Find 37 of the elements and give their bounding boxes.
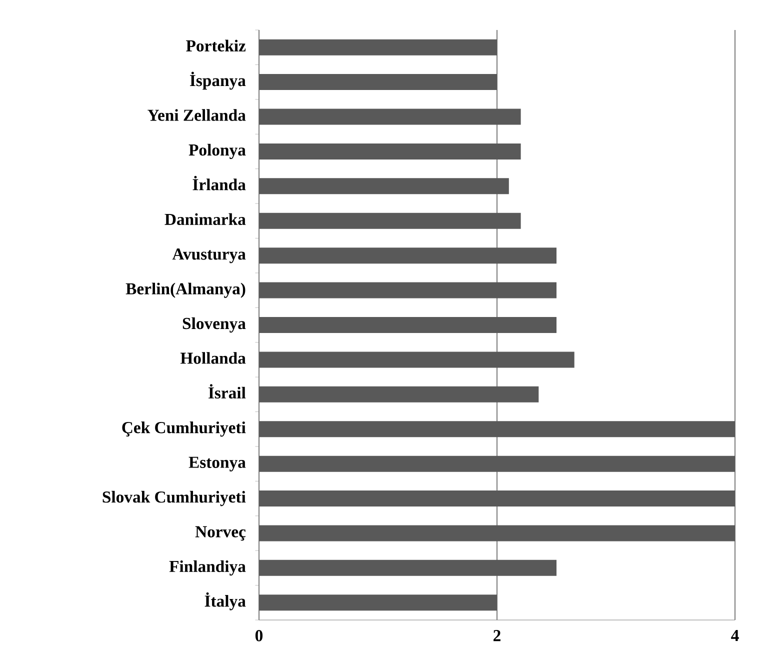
bar (259, 525, 735, 542)
y-tick-label: Norveç (195, 526, 246, 541)
y-tick-label: Slovak Cumhuriyeti (102, 490, 246, 506)
bar (259, 594, 498, 611)
y-tick-label: Berlin(Almanya) (126, 282, 246, 298)
bar (259, 352, 574, 368)
bar (259, 248, 556, 264)
y-tick-label: Portekiz (186, 40, 246, 52)
y-tick-label: Yeni Zellanda (148, 109, 246, 121)
bar (259, 421, 735, 438)
bar (259, 456, 735, 472)
bar (259, 143, 521, 160)
y-tick-label: Slovenya (182, 317, 246, 333)
y-tick-label: Çek Cumhuriyeti (122, 422, 246, 437)
bar (259, 282, 556, 298)
x-tick-label: 4 (731, 630, 739, 642)
y-tick-label: Avusturya (172, 248, 246, 264)
y-tick-label: Finlandiya (169, 560, 246, 576)
bar (259, 490, 735, 507)
y-tick-label: Polonya (188, 144, 246, 160)
y-tick-label: İsrail (208, 384, 246, 399)
y-tick-label: Danimarka (164, 213, 246, 226)
x-tick-label: 0 (255, 630, 263, 642)
x-tick-label: 2 (494, 630, 500, 642)
bar (259, 316, 556, 333)
bar (259, 178, 509, 194)
bar (259, 108, 521, 125)
y-tick-label: İtalya (204, 592, 246, 610)
bar (259, 39, 498, 56)
bar (259, 212, 521, 229)
bar (259, 560, 556, 576)
y-tick-label: Estonya (188, 456, 246, 472)
bar (259, 74, 498, 90)
bar (259, 386, 539, 402)
y-tick-label: Hollanda (180, 352, 246, 364)
y-tick-label: İspanya (190, 72, 246, 90)
y-tick-label: İrlanda (192, 176, 246, 190)
